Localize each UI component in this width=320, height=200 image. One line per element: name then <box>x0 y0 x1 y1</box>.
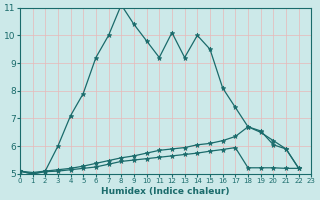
X-axis label: Humidex (Indice chaleur): Humidex (Indice chaleur) <box>101 187 230 196</box>
